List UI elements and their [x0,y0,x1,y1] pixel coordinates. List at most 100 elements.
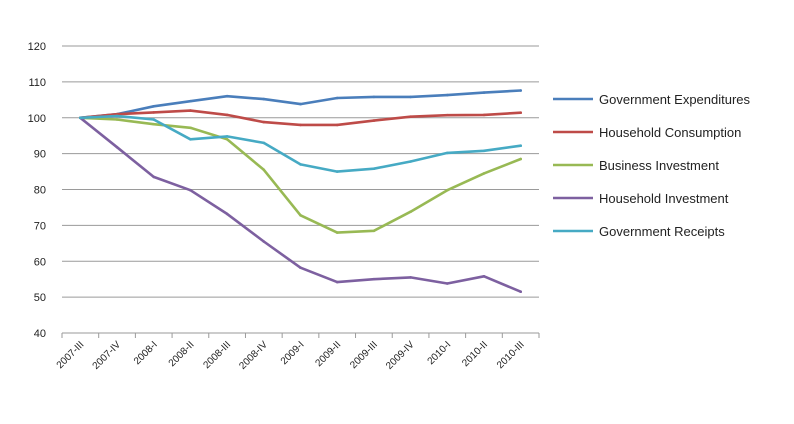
data-point [299,163,302,166]
data-point [262,240,266,243]
y-tick-label: 120 [28,41,46,53]
data-point [225,94,229,98]
data-point [79,116,82,120]
data-point [225,138,229,141]
y-tick-label: 80 [34,185,46,197]
data-point [189,138,192,141]
x-tick-label: 2010-I [426,339,454,367]
legend-item: Business Investment [553,158,719,173]
x-tick-label: 2007-IV [91,339,124,372]
data-point [372,229,376,233]
x-tick-label: 2009-I [279,339,307,367]
data-point [225,113,229,117]
data-point [446,113,449,117]
data-point [189,126,192,130]
data-point [262,168,266,172]
data-point [299,102,302,106]
data-point [409,160,412,163]
y-tick-label: 50 [34,292,46,304]
x-tick-label: 2009-IV [384,339,417,372]
x-tick-label: 2008-II [167,339,197,369]
series-business-investment [79,116,523,234]
data-point [409,95,412,99]
data-point [409,210,412,213]
x-tick-label: 2010-II [460,339,490,369]
data-point [299,266,302,270]
series-lines [79,89,523,294]
data-point [115,114,119,118]
legend-label: Household Investment [599,191,729,206]
data-point [189,109,192,112]
data-point [262,120,266,124]
data-point [335,96,339,100]
data-point [409,115,412,118]
data-point [446,282,449,285]
data-point [409,276,412,279]
data-point [519,111,522,114]
data-point [189,99,192,103]
data-point [519,290,522,294]
y-tick-label: 70 [34,220,46,232]
data-point [115,145,119,149]
legend-label: Business Investment [599,158,719,173]
gridlines [62,45,539,334]
series-line [79,116,523,294]
data-point [519,157,522,161]
legend-item: Household Consumption [553,125,741,140]
data-point [482,91,486,94]
data-point [372,95,376,99]
data-point [189,188,192,192]
data-point [372,277,376,281]
series-government-receipts [79,114,523,173]
data-point [262,141,266,145]
data-point [482,275,486,278]
legend-item: Household Investment [553,191,729,206]
data-point [335,123,339,127]
data-point [482,113,486,117]
y-tick-label: 40 [34,328,46,340]
data-point [519,89,522,92]
data-point [372,119,376,122]
legend-label: Government Receipts [599,224,725,239]
x-tick-label: 2007-III [55,339,87,371]
legend-label: Household Consumption [599,125,741,140]
x-tick-label: 2009-III [348,339,380,371]
data-point [519,144,522,147]
data-point [152,175,155,179]
x-tick-label: 2008-I [132,339,160,367]
data-point [152,118,155,121]
data-point [335,231,339,234]
y-tick-label: 100 [28,113,46,125]
data-point [446,93,449,97]
data-point [262,97,266,101]
data-point [335,170,339,173]
data-point [225,212,229,216]
legend-item: Government Receipts [553,224,725,239]
data-point [446,151,449,155]
data-point [299,123,302,127]
x-tick-label: 2010-III [495,339,527,371]
series-household-investment [79,116,523,294]
axes: 40 50 60 70 80 90 100 110 120 2007-III 2007-IV 2008… [28,41,540,372]
x-tick-label: 2009-II [314,339,344,369]
data-point [115,118,119,121]
x-tick-label: 2008-IV [237,339,270,372]
y-tick-label: 60 [34,256,46,268]
data-point [446,188,449,192]
data-point [482,172,486,175]
legend: Government Expenditures Household Consump… [553,92,751,239]
data-point [152,111,155,114]
x-tick-label: 2008-III [201,339,233,371]
data-point [152,105,155,108]
data-point [225,135,229,138]
data-point [335,280,339,284]
data-point [299,214,302,217]
data-point [372,167,376,170]
y-tick-label: 90 [34,149,46,161]
legend-item: Government Expenditures [553,92,751,107]
legend-label: Government Expenditures [599,92,751,107]
data-point [482,149,486,153]
data-point [152,122,155,126]
